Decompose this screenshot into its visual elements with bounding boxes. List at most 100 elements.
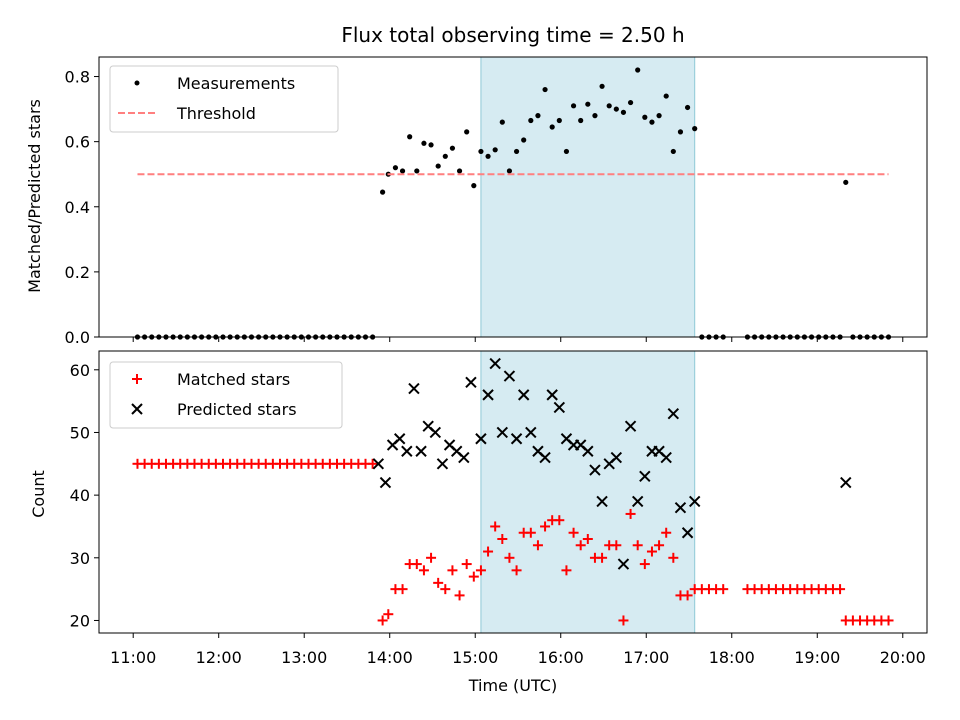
matched-stars-point	[397, 584, 408, 595]
predicted-stars-point	[624, 420, 637, 432]
matched-stars-point	[440, 584, 451, 595]
predicted-stars-point	[539, 451, 551, 464]
matched-stars-point	[611, 540, 622, 551]
measurement-point	[843, 179, 849, 185]
predicted-stars-point	[458, 451, 470, 464]
matched-stars-point	[597, 552, 608, 563]
measurement-point	[563, 148, 570, 155]
measurement-point	[492, 147, 498, 153]
y-tick-label: 0.6	[65, 133, 90, 152]
matched-stars-point	[377, 615, 388, 626]
predicted-stars-point	[674, 501, 687, 514]
matched-stars-point	[525, 527, 536, 538]
matched-stars-point	[475, 565, 486, 576]
legend-predicted-label: Predicted stars	[177, 400, 297, 419]
x-tick-label: 20:00	[880, 648, 926, 667]
measurement-point	[570, 103, 577, 109]
measurement-point	[549, 124, 555, 130]
matched-stars-point	[835, 584, 846, 595]
matched-stars-point	[639, 559, 650, 570]
x-tick-label: 12:00	[196, 648, 242, 667]
y-tick-label: 50	[70, 423, 90, 442]
matched-stars-point	[383, 609, 394, 620]
matched-stars-point	[646, 546, 657, 557]
measurement-point	[627, 99, 634, 106]
predicted-stars-point	[631, 495, 644, 508]
measurement-point	[613, 106, 619, 112]
y-tick-label: 40	[70, 486, 90, 505]
matched-stars-point	[682, 590, 693, 601]
measurement-point	[421, 140, 427, 146]
predicted-stars-point	[589, 464, 601, 476]
matched-stars-point	[532, 540, 543, 551]
matched-stars-point	[718, 584, 729, 595]
top-x-ticks	[132, 337, 904, 342]
top-y-axis: 0.0 0.2 0.4 0.6 0.8	[65, 68, 99, 347]
predicted-stars-point	[429, 426, 442, 439]
matched-stars-point	[426, 552, 437, 563]
predicted-stars-point	[503, 370, 516, 382]
top-y-axis-label: Matched/Predicted stars	[25, 99, 44, 293]
matched-stars-point	[668, 552, 679, 563]
matched-stars-point	[575, 540, 586, 551]
measurement-point	[442, 153, 448, 159]
predicted-stars-point	[401, 445, 413, 457]
predicted-stars-point	[408, 382, 420, 395]
matched-stars-point	[568, 527, 579, 538]
predicted-stars-point	[510, 433, 523, 445]
matched-stars-point	[454, 590, 465, 601]
top-axes-frame	[98, 56, 928, 338]
measurement-point	[464, 129, 470, 135]
predicted-stars-point	[617, 558, 630, 570]
x-tick-label: 19:00	[794, 648, 840, 667]
measurement-point	[449, 145, 456, 151]
top-legend: Measurements Threshold	[109, 65, 339, 133]
measurement-point	[656, 113, 662, 119]
bottom-legend-frame	[109, 361, 343, 429]
measurement-point	[635, 67, 641, 73]
matched-stars-point	[468, 571, 479, 582]
matched-stars-point	[554, 515, 565, 526]
y-tick-label: 30	[70, 549, 90, 568]
measurement-point	[499, 119, 505, 125]
predicted-stars-point	[596, 495, 608, 508]
predicted-stars-point	[610, 451, 623, 464]
matched-stars-point	[618, 615, 629, 626]
matched-stars-point	[632, 540, 643, 551]
measurement-point	[542, 86, 548, 93]
measurement-point	[620, 109, 627, 115]
bottom-plot-area	[132, 357, 894, 626]
x-tick-label: 14:00	[367, 648, 413, 667]
matched-stars-point	[511, 565, 522, 576]
matched-stars-point	[625, 508, 636, 519]
bottom-y-axis-label: Count	[29, 470, 48, 518]
matched-stars-point	[561, 565, 572, 576]
predicted-stars-point	[379, 476, 392, 489]
y-tick-label: 0.8	[65, 68, 90, 87]
measurement-point	[556, 117, 562, 124]
predicted-stars-point	[482, 389, 494, 401]
x-tick-label: 15:00	[452, 648, 498, 667]
measurement-point	[506, 168, 513, 174]
predicted-stars-point	[436, 458, 449, 470]
x-tick-label: 16:00	[538, 648, 584, 667]
measurement-point	[435, 163, 441, 169]
measurement-point	[485, 153, 491, 159]
x-axis-label: Time (UTC)	[468, 676, 557, 695]
legend-measurements-marker	[134, 80, 140, 86]
matched-stars-point	[582, 534, 593, 544]
measurement-point	[670, 148, 676, 155]
predicted-stars-point	[489, 357, 501, 370]
matched-stars-point	[654, 540, 665, 551]
legend-measurements-label: Measurements	[177, 74, 295, 93]
y-tick-label: 0.2	[65, 263, 90, 282]
bottom-axes-frame	[98, 350, 928, 634]
predicted-stars-point	[517, 389, 530, 401]
matched-stars-point	[883, 615, 894, 626]
matched-stars-point	[497, 534, 508, 544]
y-tick-label: 60	[70, 361, 90, 380]
measurement-point	[585, 101, 591, 107]
predicted-stars-point	[667, 407, 680, 420]
matched-stars-point	[540, 521, 551, 532]
